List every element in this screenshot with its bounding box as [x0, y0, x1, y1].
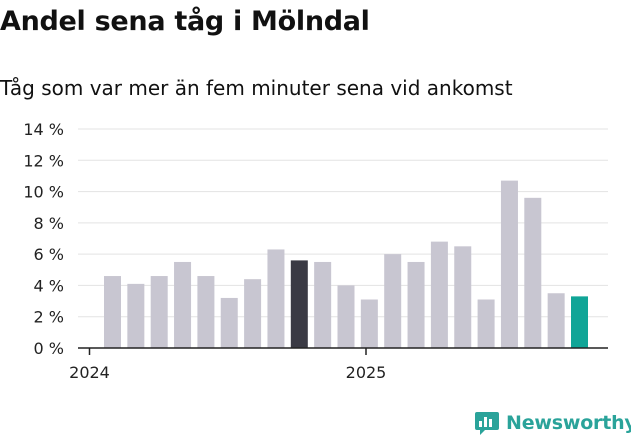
- x-tick-label: 2024: [69, 363, 110, 382]
- bar-chart-speech-icon: [475, 412, 499, 435]
- bar: [314, 261, 332, 348]
- page-subtitle: Tåg som var mer än fem minuter sena vid …: [0, 76, 513, 100]
- bar: [197, 276, 215, 348]
- bar: [267, 249, 285, 348]
- y-tick-label: 4 %: [34, 276, 64, 295]
- bar: [244, 279, 262, 348]
- bar: [500, 180, 518, 348]
- bar: [337, 285, 355, 348]
- y-tick-label: 2 %: [34, 308, 64, 327]
- bar: [174, 261, 192, 348]
- bar: [454, 246, 472, 348]
- bar: [127, 283, 145, 348]
- bar: [384, 254, 402, 348]
- y-tick-label: 12 %: [23, 151, 64, 170]
- bar: [477, 299, 495, 348]
- bar: [547, 293, 565, 348]
- bar: [150, 276, 168, 348]
- bar: [407, 261, 425, 348]
- bar: [571, 296, 588, 348]
- bar: [524, 197, 542, 348]
- brand-name: Newsworthy: [506, 412, 631, 434]
- x-tick-label: 2025: [346, 363, 387, 382]
- bar-chart: 0 % 2 % 4 % 6 % 8 % 10 % 12 % 14 % 2024 2025: [23, 120, 608, 382]
- bar: [220, 297, 238, 348]
- bar: [430, 241, 448, 348]
- bar: [290, 260, 308, 348]
- y-tick-label: 8 %: [34, 214, 64, 233]
- brand-logo: Newsworthy: [474, 406, 631, 440]
- y-tick-label: 10 %: [23, 183, 64, 202]
- bar: [360, 299, 378, 348]
- bar: [104, 276, 121, 348]
- y-tick-label: 0 %: [34, 339, 64, 358]
- y-tick-label: 6 %: [34, 245, 64, 264]
- page-title: Andel sena tåg i Mölndal: [0, 6, 370, 37]
- y-tick-label: 14 %: [23, 120, 64, 139]
